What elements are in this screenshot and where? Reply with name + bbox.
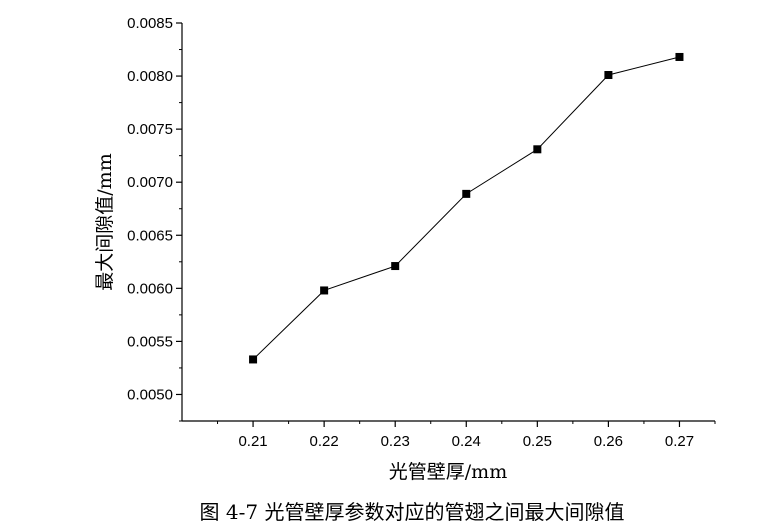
y-tick-label: 0.0065: [127, 227, 173, 244]
data-point: [533, 145, 542, 154]
y-tick-label: 0.0050: [127, 386, 173, 403]
series-layer: [249, 52, 684, 364]
x-tick-label: 0.22: [310, 433, 339, 450]
series-line: [252, 56, 680, 360]
y-tick-label: 0.0075: [127, 121, 173, 138]
data-point: [320, 286, 329, 295]
figure-caption: 图 4-7 光管壁厚参数对应的管翅之间最大间隙值: [200, 500, 625, 524]
x-tick-label: 0.25: [523, 433, 552, 450]
y-tick-label: 0.0085: [127, 15, 173, 32]
x-tick-label: 0.27: [665, 433, 694, 450]
x-tick-label: 0.23: [381, 433, 410, 450]
y-tick-label: 0.0060: [127, 280, 173, 297]
x-tick-label: 0.21: [238, 433, 267, 450]
data-point: [249, 355, 258, 364]
x-axis-title: 光管壁厚/mm: [389, 461, 507, 483]
y-tick-label: 0.0070: [127, 174, 173, 191]
data-point: [462, 189, 471, 198]
y-axis-title: 最大间隙值/mm: [94, 153, 116, 290]
x-tick-label: 0.24: [452, 433, 481, 450]
data-point: [391, 262, 400, 271]
axes: 0.0050 0.0055 0.0060 0.0065 0.0070 0.0075 0.00…: [127, 15, 716, 450]
y-tick-label: 0.0055: [127, 333, 173, 350]
x-tick-label: 0.26: [594, 433, 623, 450]
y-tick-label: 0.0080: [127, 68, 173, 85]
data-point: [604, 71, 613, 80]
data-point: [675, 52, 684, 61]
